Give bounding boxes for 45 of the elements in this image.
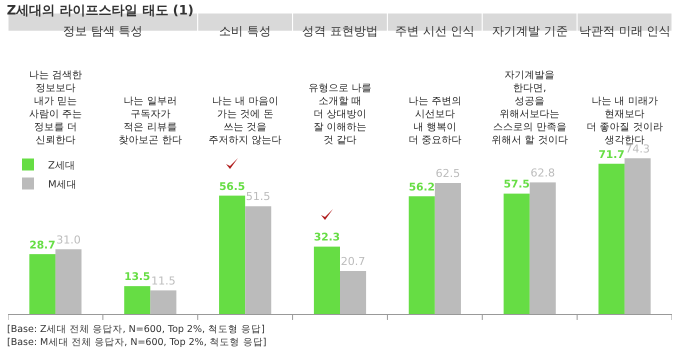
data-label: 13.5 bbox=[124, 271, 150, 284]
data-label: 62.8 bbox=[530, 166, 556, 180]
data-label: 31.0 bbox=[56, 233, 81, 246]
text: 낙관적 미래 인식 bbox=[579, 24, 671, 38]
bar bbox=[504, 194, 530, 314]
x-tick-label: 나는 내 미래가 현재보다 더 좋아질 것이라 생각한다 bbox=[586, 96, 663, 146]
data-label: 71.7 bbox=[598, 148, 625, 161]
x-tick-label: 나는 주변의 시선보다 내 행복이 더 중요하다 bbox=[408, 96, 462, 146]
bar bbox=[124, 286, 150, 314]
text: 자기계발 기준 bbox=[492, 24, 568, 38]
text: 성격 표현방법 bbox=[302, 24, 378, 38]
x-tick-label: 나는 일부러 구독자가 적은 리뷰를 찾아보곤 한다 bbox=[118, 96, 182, 146]
bar bbox=[530, 182, 556, 314]
legend-label: Z세대 bbox=[48, 160, 75, 172]
bar bbox=[434, 183, 461, 314]
legend-label: M세대 bbox=[48, 179, 77, 190]
data-label: 62.5 bbox=[436, 167, 460, 180]
text: 주변 시선 인식 bbox=[395, 24, 475, 38]
bar bbox=[624, 158, 651, 314]
data-label: 11.5 bbox=[151, 274, 176, 288]
data-label: 51.5 bbox=[246, 190, 270, 204]
data-label: 28.7 bbox=[29, 239, 56, 252]
text: 정보 탐색 특성 bbox=[63, 24, 143, 38]
bar bbox=[55, 249, 82, 314]
bar bbox=[245, 206, 272, 314]
data-label: 56.2 bbox=[408, 181, 435, 194]
chart-title: Z세대의 라이프스타일 태도 (1) bbox=[6, 3, 194, 18]
data-label: 56.5 bbox=[219, 180, 246, 193]
bar bbox=[150, 290, 176, 314]
data-label: 57.5 bbox=[504, 178, 530, 191]
data-label: 32.3 bbox=[314, 232, 340, 244]
x-tick-label: 자기계발을 한다면, 성공을 위해서보다는 스스로의 만족을 위해서 할 것이다 bbox=[492, 70, 568, 146]
bar bbox=[408, 196, 435, 314]
bar bbox=[29, 254, 56, 314]
data-label: 20.7 bbox=[340, 254, 366, 268]
text: 소비 특성 bbox=[219, 24, 271, 38]
text: [Base: Z세대 전체 응답자, N=600, Top 2%, 척도형 응답] bbox=[7, 324, 265, 335]
x-tick-label: 나는 내 마음이 가는 것에 돈 쓰는 것을 주저하지 않는다 bbox=[208, 96, 282, 146]
bar bbox=[598, 164, 625, 314]
bar bbox=[314, 246, 340, 314]
text: [Base: M세대 전체 응답자, N=600, Top 2%, 척도형 응답] bbox=[7, 337, 266, 348]
bar bbox=[219, 196, 246, 314]
bar bbox=[340, 270, 366, 314]
x-tick-label: 유형으로 나를 소개할 때 더 상대방이 잘 이해하는 것 같다 bbox=[308, 83, 372, 146]
x-tick-label: 나는 검색한 정보보다 내가 믿는 사람이 주는 정보를 더 신뢰한다 bbox=[28, 70, 82, 146]
